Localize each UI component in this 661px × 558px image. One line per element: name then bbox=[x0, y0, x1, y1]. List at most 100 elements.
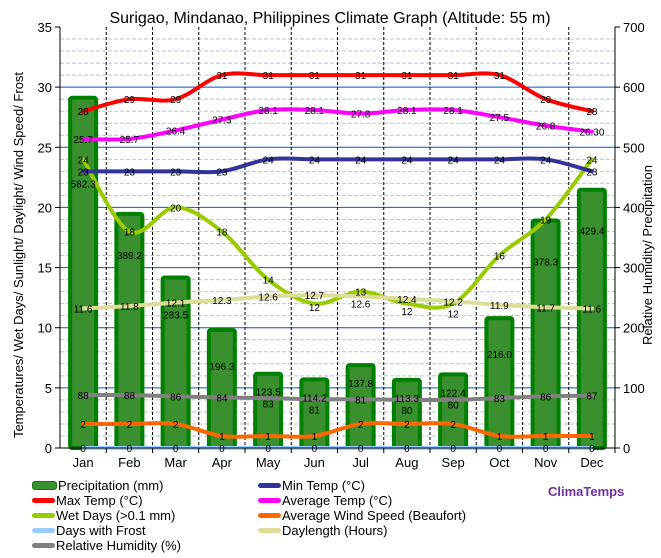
wet-days-0-1-mm-data-label: 16 bbox=[494, 252, 506, 263]
precip-bar bbox=[484, 316, 515, 450]
precipitation-mm-data-label: 123.5 bbox=[256, 388, 281, 399]
daylength-hours-data-label: 12.3 bbox=[212, 296, 232, 307]
legend-swatch bbox=[258, 513, 281, 518]
relative-humidity-data-label: 80 bbox=[401, 406, 413, 417]
x-tick-label: Sep bbox=[442, 455, 465, 470]
precipitation-mm-data-label: 114.2 bbox=[302, 393, 327, 404]
y-tick-label-left: 25 bbox=[38, 140, 52, 155]
legend-swatch bbox=[258, 498, 281, 503]
precipitation-mm-data-label: 283.5 bbox=[163, 310, 188, 321]
max-temp-c-data-label: 29 bbox=[124, 95, 136, 106]
average-temp-c-data-label: 26.4 bbox=[166, 126, 186, 137]
legend-label: Average Temp (°C) bbox=[282, 493, 393, 508]
y-tick-label-right: 200 bbox=[623, 321, 645, 336]
legend-swatch bbox=[32, 481, 57, 490]
precipitation-mm-data-label: 216.0 bbox=[487, 350, 512, 361]
max-temp-c-data-label: 31 bbox=[216, 71, 228, 82]
precip-bar bbox=[206, 327, 237, 450]
average-wind-speed-beaufort-data-label: 2 bbox=[127, 420, 133, 431]
wet-days-0-1-mm-data-label: 12 bbox=[401, 307, 413, 318]
average-temp-c-data-label: 25.7 bbox=[73, 135, 93, 146]
legend-label: Min Temp (°C) bbox=[282, 478, 365, 493]
relative-humidity-data-label: 87 bbox=[586, 392, 598, 403]
relative-humidity-data-label: 88 bbox=[124, 391, 136, 402]
days-with-frost-data-label: 0 bbox=[173, 444, 179, 455]
relative-humidity-data-label: 81 bbox=[309, 405, 321, 416]
x-tick-label: Jan bbox=[73, 455, 94, 470]
y-tick-label-left: 5 bbox=[45, 381, 52, 396]
precipitation-mm-data-label: 137.8 bbox=[348, 379, 373, 390]
daylength-hours-data-label: 11.7 bbox=[536, 303, 555, 314]
legend-swatch bbox=[258, 528, 281, 533]
x-tick-label: Dec bbox=[580, 455, 604, 470]
average-wind-speed-beaufort-data-label: 1 bbox=[265, 432, 271, 443]
precip-bar bbox=[345, 363, 376, 450]
legend-swatch bbox=[32, 513, 55, 518]
daylength-hours-line bbox=[81, 293, 594, 311]
relative-humidity-data-label: 83 bbox=[494, 394, 506, 405]
relative-humidity-data-label: 83 bbox=[263, 400, 275, 411]
wet-days-0-1-mm-data-label: 12 bbox=[448, 309, 460, 320]
relative-humidity-data-label: 88 bbox=[78, 391, 90, 402]
average-temp-c-data-label: 26.30 bbox=[579, 128, 604, 139]
precipitation-mm-data-label: 429.4 bbox=[579, 227, 604, 238]
average-wind-speed-beaufort-data-label: 1 bbox=[219, 432, 225, 443]
average-temp-c-line bbox=[81, 107, 594, 142]
legend-swatch bbox=[32, 543, 55, 548]
y-axis-left-label: Temperatures/ Wet Days/ Sunlight/ Daylig… bbox=[11, 72, 26, 438]
y-axis-right-label: Relative Humidity/ Precipitation bbox=[640, 165, 655, 345]
days-with-frost-data-label: 0 bbox=[404, 444, 410, 455]
max-temp-c-data-label: 28 bbox=[78, 107, 90, 118]
max-temp-c-data-label: 28 bbox=[586, 107, 598, 118]
daylength-hours-data-label: 12.6 bbox=[258, 292, 278, 303]
max-temp-c-data-label: 31 bbox=[309, 71, 321, 82]
wet-days-0-1-mm-line bbox=[81, 157, 594, 310]
legend-item: Average Wind Speed (Beaufort) bbox=[258, 508, 466, 523]
precipitation-mm-data-label: 122.4 bbox=[441, 388, 466, 399]
legend-label: Max Temp (°C) bbox=[56, 493, 143, 508]
relative-humidity-data-label: 80 bbox=[448, 400, 460, 411]
x-tick-label: Feb bbox=[118, 455, 140, 470]
legend-swatch bbox=[32, 528, 55, 533]
x-tick-label: Nov bbox=[534, 455, 558, 470]
daylength-hours-data-label: 12.7 bbox=[305, 291, 325, 302]
precip-bar bbox=[530, 218, 561, 450]
min-temp-c-data-label: 23 bbox=[216, 167, 228, 178]
average-temp-c-data-label: 28.1 bbox=[258, 106, 278, 117]
legend-item: Days with Frost bbox=[32, 523, 146, 538]
days-with-frost-data-label: 0 bbox=[589, 444, 595, 455]
max-temp-c-data-label: 31 bbox=[494, 71, 506, 82]
min-temp-c-data-label: 24 bbox=[355, 155, 367, 166]
legend-item: Relative Humidity (%) bbox=[32, 538, 181, 553]
min-temp-c-data-label: 23 bbox=[124, 167, 136, 178]
x-tick-label: Jun bbox=[304, 455, 325, 470]
daylength-hours-data-label: 12.2 bbox=[443, 297, 463, 308]
min-temp-c-data-label: 24 bbox=[540, 155, 552, 166]
legend-item: Average Temp (°C) bbox=[258, 493, 392, 508]
average-temp-c-data-label: 26.8 bbox=[536, 122, 556, 133]
relative-humidity-data-label: 86 bbox=[540, 392, 552, 403]
x-tick-label: Oct bbox=[489, 455, 510, 470]
days-with-frost-data-label: 0 bbox=[265, 444, 271, 455]
days-with-frost-data-label: 0 bbox=[80, 444, 86, 455]
precipitation-mm-data-label: 196.3 bbox=[209, 362, 234, 373]
y-tick-label-left: 35 bbox=[38, 20, 52, 35]
days-with-frost-data-label: 0 bbox=[127, 444, 133, 455]
min-temp-c-data-label: 23 bbox=[170, 167, 182, 178]
average-temp-c-data-label: 28.1 bbox=[305, 106, 325, 117]
average-wind-speed-beaufort-data-label: 2 bbox=[173, 420, 179, 431]
daylength-hours-data-label: 12.6 bbox=[351, 300, 371, 311]
chart-title: Surigao, Mindanao, Philippines Climate G… bbox=[109, 10, 550, 27]
average-temp-c-data-label: 28.1 bbox=[443, 106, 463, 117]
min-temp-c-data-label: 24 bbox=[309, 155, 321, 166]
average-temp-c-data-label: 25.7 bbox=[120, 135, 140, 146]
wet-days-0-1-mm-data-label: 20 bbox=[170, 203, 182, 214]
wet-days-0-1-mm-data-label: 14 bbox=[263, 276, 275, 287]
x-tick-label: Apr bbox=[212, 455, 233, 470]
legend-label: Days with Frost bbox=[56, 523, 146, 538]
daylength-hours-data-label: 11.6 bbox=[583, 304, 602, 315]
max-temp-c-data-label: 31 bbox=[401, 71, 413, 82]
days-with-frost-data-label: 0 bbox=[312, 444, 318, 455]
